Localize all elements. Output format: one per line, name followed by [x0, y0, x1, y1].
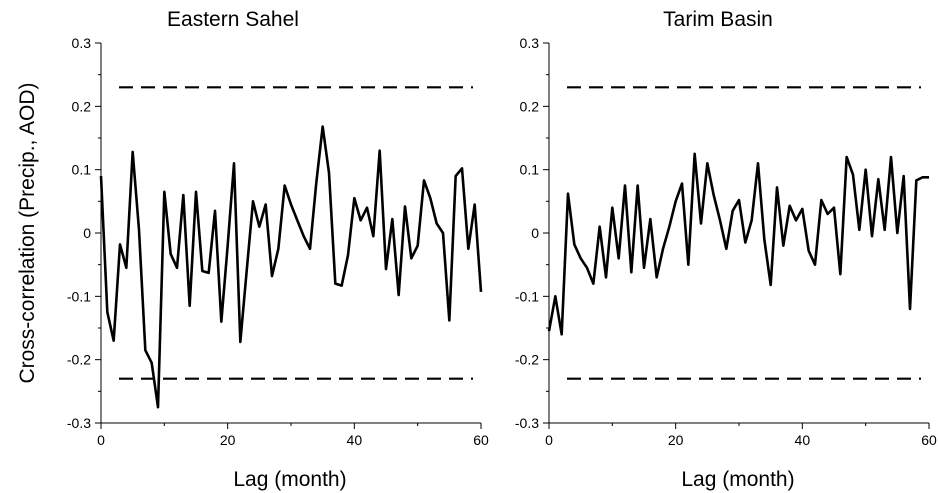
y-tick-label: 0.2	[520, 98, 540, 114]
y-tick-label: 0	[531, 225, 539, 241]
y-tick-label: -0.2	[515, 352, 539, 368]
x-tick-label: 40	[795, 432, 811, 448]
x-tick-label: 60	[473, 432, 489, 448]
y-tick-label: -0.1	[67, 288, 91, 304]
x-tick-label: 20	[220, 432, 236, 448]
y-tick-label: 0.1	[520, 162, 540, 178]
series-line	[99, 125, 483, 409]
y-axis-label: Cross-correlation (Precip., AOD)	[16, 82, 39, 383]
y-tick-label: -0.1	[515, 288, 539, 304]
chart-panel-tarim-basin: Tarim Basin Lag (month) -0.3 -0.2 -0.1 0 0.1…	[515, 8, 937, 491]
series-line	[547, 152, 929, 336]
x-tick-label: 20	[668, 432, 684, 448]
y-tick-label: 0.1	[72, 162, 92, 178]
chart-panel-eastern-sahel: Eastern Sahel Lag (month) -0.3 -0.2 -0.1 0 0…	[67, 8, 489, 491]
y-tick-label: 0	[83, 225, 91, 241]
y-tick-label: -0.3	[515, 415, 539, 431]
y-tick-label: 0.3	[520, 35, 540, 51]
x-axis-label: Lag (month)	[681, 468, 794, 491]
y-tick-label: -0.3	[67, 415, 91, 431]
y-tick-label: 0.2	[72, 98, 92, 114]
y-tick-label: 0.3	[72, 35, 92, 51]
y-tick-label: -0.2	[67, 352, 91, 368]
chart-title: Tarim Basin	[663, 8, 773, 31]
x-tick-label: 60	[921, 432, 937, 448]
x-tick-label: 0	[97, 432, 105, 448]
x-axis-label: Lag (month)	[233, 468, 346, 491]
x-tick-label: 40	[347, 432, 363, 448]
x-tick-label: 0	[545, 432, 553, 448]
chart-title: Eastern Sahel	[167, 8, 299, 31]
